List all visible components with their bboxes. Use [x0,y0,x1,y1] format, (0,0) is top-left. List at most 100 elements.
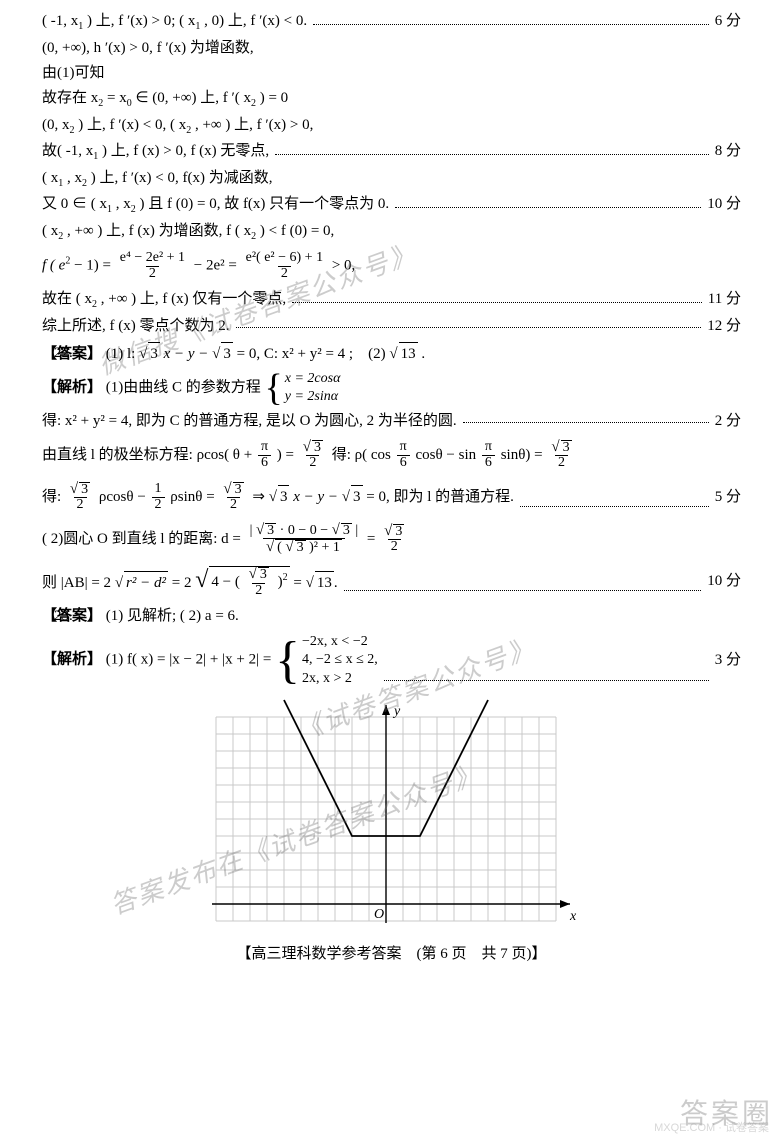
n: π [397,440,410,455]
t: 综上所述, f (x) 零点个数为 2. [42,315,230,338]
score: 8 分 [715,140,741,163]
t: = x [107,90,127,106]
t: 得: ρ( cos [332,447,395,463]
brace-system: { x = 2cosα y = 2sinα [265,370,341,406]
line-7: ( x1 , x2 ) 上, f ′(x) < 0, f(x) 为减函数, [42,167,741,192]
solution-label: 【解析】 [42,379,102,395]
t: 则 |AB| = 2 [42,575,115,591]
t: | [352,523,358,538]
n: 3 [79,482,90,498]
t: f ( e [42,257,65,273]
t: 故( -1, x [42,143,93,159]
t: sinθ) = [501,447,547,463]
page-footer: 【高三理科数学参考答案 (第 6 页 共 7 页)】 [42,943,741,966]
function-graph: Oxy [204,699,580,935]
t: x − y − [164,346,213,362]
leader-dots [520,506,709,507]
solution-label: 【解析】 [42,652,102,668]
n: 1 [152,482,165,497]
leader-dots [236,327,702,328]
fraction: e⁴ − 2e² + 1 2 [117,251,188,281]
d: 2 [306,455,319,471]
t: ) < f (0) = 0, [260,223,334,239]
t: = [293,575,305,591]
s: 3 [278,485,290,509]
s: 13 [315,571,334,595]
t: = 0, C: x² + y² = 4 ; (2) [237,346,390,362]
t: ) 上, f ′(x) > 0; ( x [87,13,195,29]
s: r² − d² [124,571,168,595]
t: 故在 ( x [42,291,92,307]
score: 11 分 [708,288,741,311]
d: 2 [252,583,265,599]
t: (1) 见解析; ( 2) a = 6. [106,608,239,624]
question-number-22: 22. [54,342,73,365]
t: (0, x [42,117,70,133]
t: > 0, [332,257,355,273]
fraction: π6 [397,440,410,470]
t: ( -1, x [42,13,78,29]
t: 由(1)可知 [42,62,105,85]
leader-dots [463,422,709,423]
q22-sol-1d: 得: √32 ρcosθ − 12 ρsinθ = √32 ⇒ √3 x − y… [42,477,741,517]
leader-dots [313,24,709,25]
t: = [367,531,379,547]
s: 3 [295,540,306,556]
line-9: ( x2 , +∞ ) 上, f (x) 为增函数, f ( x2 ) < f … [42,220,741,245]
score: 5 分 [715,486,741,509]
s: 3 [341,523,352,539]
fraction: 12 [152,482,165,512]
q22-answer: 【答案】 (1) l: √3 x − y − √3 = 0, C: x² + y… [42,342,741,366]
score: 2 分 [715,410,741,433]
t: ) 上, f ′(x) < 0, ( x [78,117,186,133]
fraction: | √3 · 0 − 0 − √3 | √( √3 )² + 1 [247,523,362,557]
leader-dots [395,207,701,208]
score: 10 分 [707,193,741,216]
t: , x [67,170,82,186]
q22-sol-2b: 则 |AB| = 2 √r² − d² = 2 √ 4 − ( √32 )2 =… [42,561,741,601]
fraction: √32 [67,482,93,513]
fraction: π6 [482,440,495,470]
watermark-corner: 答案圈 [680,1092,773,1135]
numer: e²( e² − 6) + 1 [243,251,326,266]
t: ⇒ [252,489,265,505]
sqrt: 3 [148,342,160,366]
line-6: 故( -1, x1 ) 上, f (x) > 0, f (x) 无零点, 8 分 [42,140,741,165]
q22-sol-1: 【解析】 (1)由曲线 C 的参数方程 { x = 2cosα y = 2sin… [42,368,741,408]
n: 3 [312,440,323,456]
t: 故存在 x [42,90,98,106]
t: = 2 [172,575,195,591]
t: ( x [42,223,58,239]
n: π [482,440,495,455]
numer: e⁴ − 2e² + 1 [117,251,188,266]
d: 6 [482,455,495,471]
n: 3 [561,440,572,456]
t: 由直线 l 的极坐标方程: ρcos( θ + [42,447,256,463]
n: 3 [233,482,244,498]
t: ) 且 f (0) = 0, 故 f(x) 只有一个零点为 0. [140,196,390,212]
t: ) 上, f (x) > 0, f (x) 无零点, [102,143,269,159]
t: 4 − ( [211,575,243,591]
leader-dots [292,302,702,303]
line-2: (0, +∞), h ′(x) > 0, f ′(x) 为增函数, [42,37,741,60]
t: (1) l: [106,346,139,362]
fraction: π6 [258,440,271,470]
watermark-corner-sub: MXQE.COM · 试卷答案 [654,1120,769,1137]
s: 3 [265,523,276,539]
sqrt: 3 [221,342,233,366]
t: . [421,346,425,362]
fraction: √32 [220,482,246,513]
line-11: 故在 ( x2 , +∞ ) 上, f (x) 仅有一个零点, 11 分 [42,288,741,313]
t: 得: [42,489,65,505]
d: 2 [227,497,240,513]
line-10: f ( e2 − 1) = e⁴ − 2e² + 1 2 − 2e² = e²(… [42,246,741,286]
leader-dots [275,154,709,155]
n: 3 [258,567,269,583]
piece-3: 2x, x > 2 [302,670,378,688]
q22-sol-2a: ( 2)圆心 O 到直线 l 的距离: d = | √3 · 0 − 0 − √… [42,519,741,559]
t: (1) f( x) = |x − 2| + |x + 2| = [106,652,275,668]
svg-text:y: y [392,704,401,719]
score: 12 分 [707,315,741,338]
t: ) 上, f ′(x) < 0, f(x) 为减函数, [91,170,273,186]
q22-sol-1b: 得: x² + y² = 4, 即为 C 的普通方程, 是以 O 为圆心, 2 … [42,410,741,433]
